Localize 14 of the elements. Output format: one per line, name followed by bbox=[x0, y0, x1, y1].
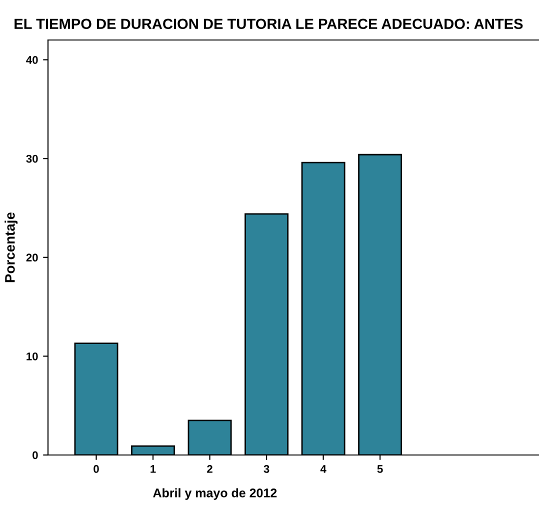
y-tick-label: 20 bbox=[26, 254, 38, 262]
y-tick-label: 40 bbox=[26, 56, 38, 64]
x-tick-label: 3 bbox=[264, 465, 270, 473]
x-tick-label: 2 bbox=[207, 465, 212, 473]
x-tick-label: 0 bbox=[94, 465, 99, 473]
y-axis-title: Porcentaje bbox=[4, 212, 18, 282]
y-tick-label: 30 bbox=[26, 154, 38, 163]
x-tick-label: 4 bbox=[320, 465, 326, 473]
x-axis-title: Abril y mayo de 2012 bbox=[153, 488, 277, 500]
x-tick-label: 5 bbox=[377, 465, 383, 473]
y-tick-label: 10 bbox=[26, 352, 38, 360]
chart-title: EL TIEMPO DE DURACION DE TUTORIA LE PARECE ADECUADO: ANTES bbox=[14, 18, 523, 30]
x-tick-label: 1 bbox=[150, 465, 156, 473]
y-tick-label: 0 bbox=[32, 451, 38, 460]
